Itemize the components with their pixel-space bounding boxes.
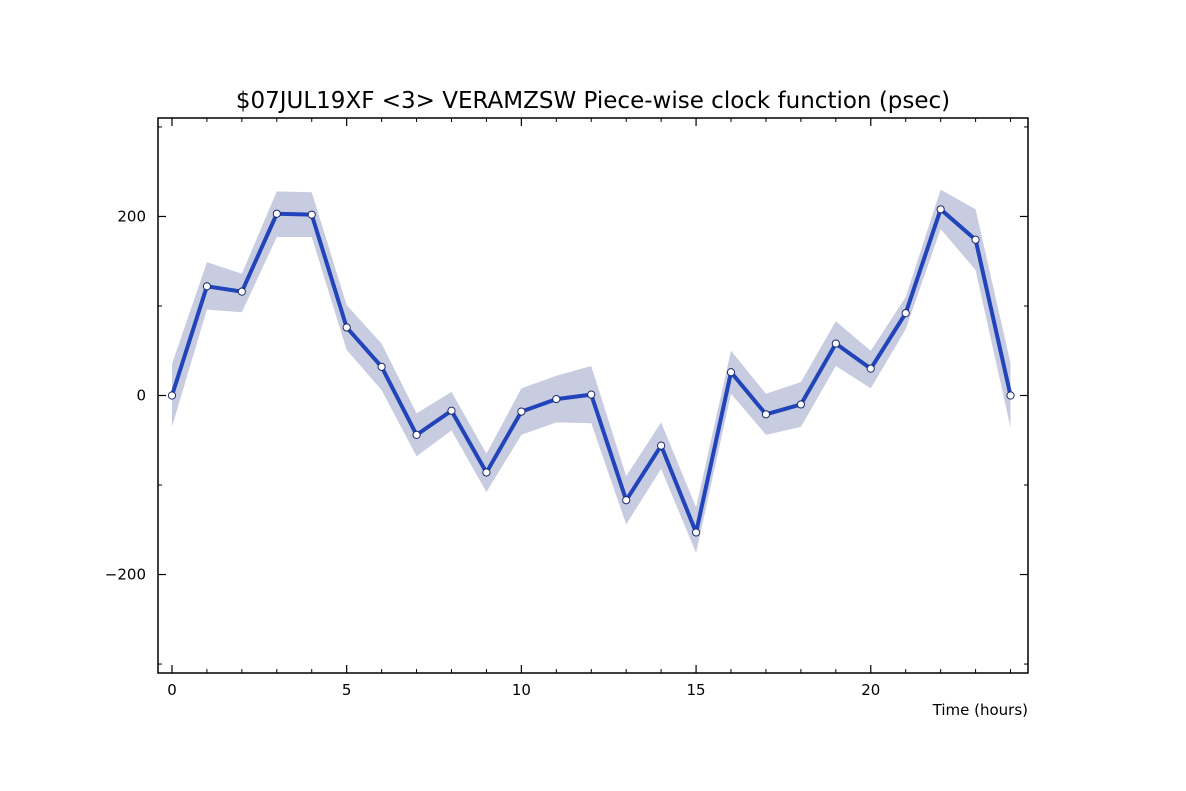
y-tick-label: −200 (105, 566, 146, 584)
data-point (482, 468, 491, 477)
data-point (272, 209, 281, 218)
data-point (412, 430, 421, 439)
data-point-layer (167, 205, 1015, 537)
x-tick-label: 15 (687, 681, 706, 699)
data-point (691, 528, 701, 537)
data-point (1006, 391, 1015, 400)
data-point (657, 441, 666, 450)
chart-title: $07JUL19XF <3> VERAMZSW Piece-wise clock… (236, 88, 950, 114)
axis-ticks: 0 5 10 15 20 −200 0 200 (105, 118, 1028, 699)
data-point (342, 323, 351, 332)
data-point (167, 391, 177, 400)
data-point (622, 496, 631, 505)
data-point (866, 364, 875, 373)
data-point (901, 309, 910, 318)
x-axis-label: Time (hours) (932, 701, 1028, 719)
data-point (831, 339, 840, 348)
y-tick-label: 0 (136, 387, 146, 405)
data-point (307, 210, 316, 219)
data-point (726, 368, 736, 377)
x-tick-label: 0 (167, 681, 177, 699)
data-point (971, 235, 980, 244)
data-point (237, 287, 246, 296)
x-tick-label: 20 (861, 681, 880, 699)
data-point (377, 362, 386, 371)
uncertainty-band-layer (171, 189, 1011, 554)
y-tick-label: 200 (117, 207, 146, 225)
data-point (517, 407, 526, 416)
x-tick-label: 5 (342, 681, 352, 699)
x-tick-label: 10 (512, 681, 531, 699)
data-point (552, 394, 561, 404)
data-point (796, 400, 805, 409)
data-point (202, 282, 212, 291)
data-point (447, 406, 456, 415)
data-point (587, 390, 596, 399)
data-point (936, 205, 945, 214)
uncertainty-band (171, 189, 1011, 554)
data-point (761, 410, 771, 419)
